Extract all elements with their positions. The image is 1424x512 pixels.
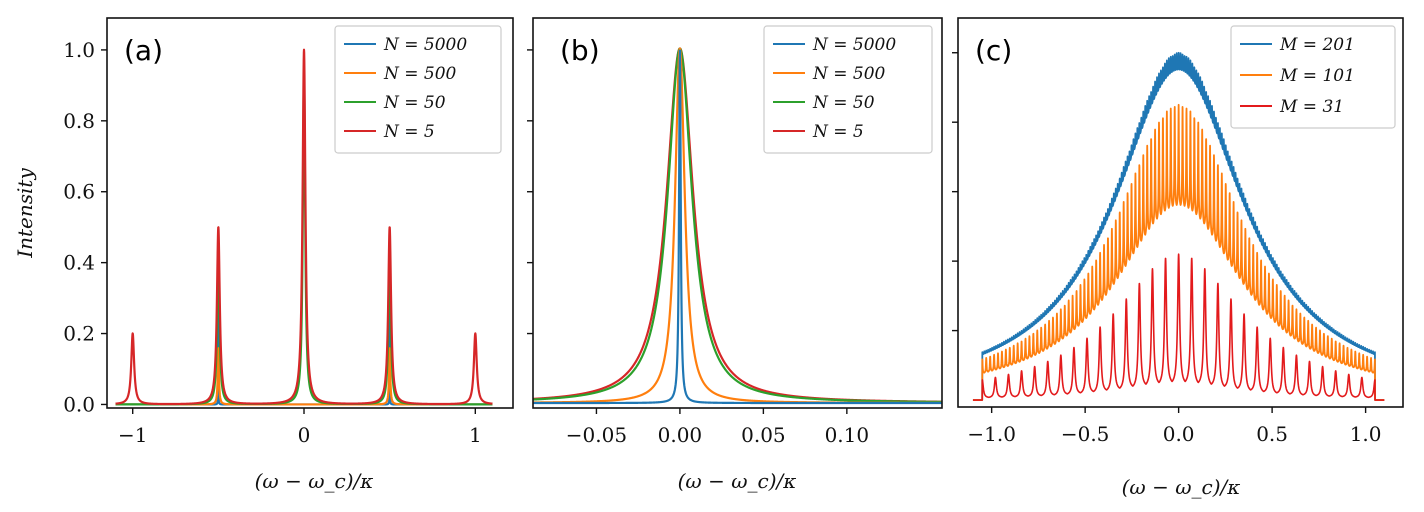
xtick-label-b-0: −0.05 — [566, 423, 627, 447]
plot-area-b — [533, 47, 942, 405]
legend-label-b-0: N = 5000 — [812, 35, 896, 55]
xtick-label-a-0: −1 — [118, 423, 147, 447]
xtick-label-c-4: 1.0 — [1350, 422, 1382, 446]
legend-label-b-2: N = 50 — [812, 93, 875, 113]
legend-label-c-1: M = 101 — [1279, 66, 1355, 86]
xtick-label-b-2: 0.05 — [741, 423, 786, 447]
ytick-label-a-2: 0.4 — [63, 251, 95, 275]
xlabel-c: (ω − ω_c)/κ — [1122, 475, 1241, 499]
legend-a: N = 5000 N = 500 N = 50 N = 5 — [334, 25, 502, 154]
ylabel-a: Intensity — [13, 168, 37, 259]
ytick-label-a-0: 0.0 — [63, 392, 95, 416]
legend-box-a — [334, 25, 502, 154]
series-line-c-0 — [972, 51, 1386, 401]
series-line-a-3 — [114, 48, 494, 406]
legend-label-c-0: M = 201 — [1279, 35, 1355, 55]
xtick-label-b-1: 0.00 — [658, 423, 703, 447]
xtick-label-c-0: −1.0 — [967, 422, 1016, 446]
legend-label-b-1: N = 500 — [812, 64, 886, 84]
xtick-label-a-2: 1 — [469, 423, 482, 447]
panel-label-c: (c) — [975, 34, 1012, 67]
legend-box-c — [1230, 25, 1396, 129]
plot-area-c — [972, 51, 1386, 401]
series-line-b-0 — [533, 49, 942, 405]
legend-box-b — [763, 25, 933, 154]
ticks-b: −0.05 0.00 0.05 0.10 — [527, 49, 870, 447]
legend-label-a-1: N = 500 — [383, 64, 457, 84]
legend-label-a-0: N = 5000 — [383, 35, 467, 55]
xtick-label-c-2: 0.0 — [1163, 422, 1195, 446]
xtick-label-c-1: −0.5 — [1061, 422, 1110, 446]
panel-c: −1.0 −0.5 0.0 0.5 1.0 (c) (ω − ω_c)/κ M = 20… — [952, 17, 1404, 499]
ticks-c: −1.0 −0.5 0.0 0.5 1.0 — [952, 52, 1382, 446]
ytick-label-a-3: 0.6 — [63, 180, 95, 204]
legend-label-c-2: M = 31 — [1279, 97, 1344, 117]
xlabel-b: (ω − ω_c)/κ — [678, 469, 797, 493]
series-line-c-2 — [972, 253, 1385, 401]
ytick-label-a-1: 0.2 — [63, 322, 95, 346]
ytick-label-a-5: 1.0 — [63, 38, 95, 62]
panel-a: −1 0 1 0.0 0.2 0.4 0.6 0.8 1.0 (a) (ω − ω_c)/κ I… — [13, 17, 514, 493]
panel-label-b: (b) — [560, 34, 600, 67]
series-line-b-2 — [533, 47, 942, 404]
axes-frame-a — [106, 17, 514, 409]
legend-b: N = 5000 N = 500 N = 50 N = 5 — [763, 25, 933, 154]
legend-label-a-2: N = 50 — [383, 93, 446, 113]
plot-area-a — [114, 48, 494, 406]
xlabel-a: (ω − ω_c)/κ — [255, 469, 374, 493]
xtick-label-c-3: 0.5 — [1256, 422, 1288, 446]
series-line-c-1 — [972, 103, 1386, 401]
ytick-label-a-4: 0.8 — [63, 109, 95, 133]
axes-frame-b — [532, 17, 943, 409]
xtick-label-a-1: 0 — [298, 423, 311, 447]
panel-label-a: (a) — [124, 34, 163, 67]
panel-b: −0.05 0.00 0.05 0.10 (b) (ω − ω_c)/κ N = 50… — [527, 17, 943, 493]
series-line-a-0 — [114, 255, 494, 406]
legend-label-b-3: N = 5 — [812, 122, 864, 142]
ticks-a: −1 0 1 0.0 0.2 0.4 0.6 0.8 1.0 — [63, 38, 481, 447]
axes-frame-c — [957, 17, 1404, 408]
legend-c: M = 201 M = 101 M = 31 — [1230, 25, 1396, 129]
legend-label-a-3: N = 5 — [383, 122, 435, 142]
xtick-label-b-3: 0.10 — [825, 423, 870, 447]
series-line-a-1 — [114, 347, 494, 406]
